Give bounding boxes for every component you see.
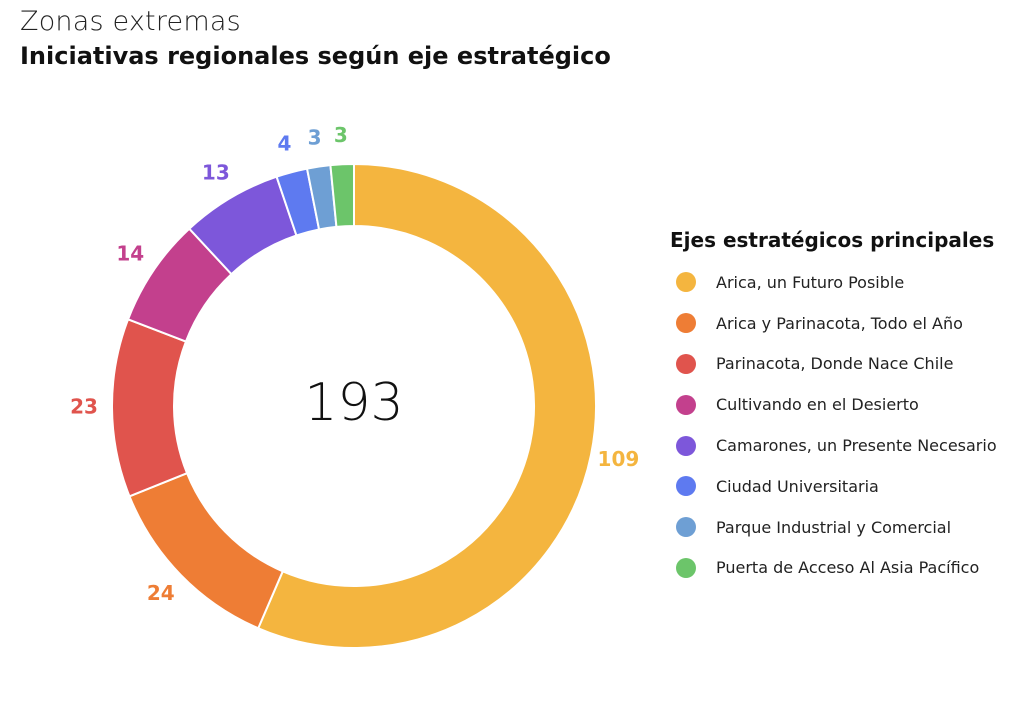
legend-item: Arica, un Futuro Posible [670, 262, 1015, 303]
slice-value-label: 3 [334, 123, 348, 147]
center-total-label: 193 [304, 373, 403, 433]
slice-value-label: 14 [116, 241, 144, 265]
legend-swatch [676, 435, 696, 456]
legend-label: Arica y Parinacota, Todo el Año [716, 313, 963, 333]
legend-item: Arica y Parinacota, Todo el Año [670, 303, 1015, 344]
legend-swatch [676, 476, 696, 497]
slice-value-label: 4 [278, 132, 292, 156]
legend-title: Ejes estratégicos principales [670, 228, 995, 252]
legend-item: Camarones, un Presente Necesario [670, 425, 1015, 466]
slice-value-label: 3 [308, 125, 322, 149]
legend-item: Cultivando en el Desierto [670, 384, 1015, 425]
slice-value-label: 24 [147, 581, 175, 605]
legend-label: Puerta de Acceso Al Asia Pacífico [716, 558, 980, 578]
legend: Ejes estratégicos principales Arica, un … [670, 228, 1015, 588]
donut-slice [256, 162, 597, 649]
legend-swatch [676, 517, 696, 538]
legend-item: Parinacota, Donde Nace Chile [670, 344, 1015, 385]
slice-value-label: 109 [598, 447, 640, 471]
legend-item: Ciudad Universitaria [670, 466, 1015, 507]
legend-swatch [676, 313, 696, 334]
chart-subtitle: Zonas extremas [20, 6, 241, 37]
legend-item: Puerta de Acceso Al Asia Pacífico [670, 548, 1015, 589]
donut-slice [329, 162, 355, 228]
chart-title: Iniciativas regionales según eje estraté… [20, 42, 611, 70]
legend-label: Cultivando en el Desierto [716, 395, 919, 415]
legend-label: Parque Industrial y Comercial [716, 517, 952, 537]
legend-label: Arica, un Futuro Posible [716, 272, 905, 292]
legend-swatch [676, 353, 696, 374]
slice-value-label: 13 [202, 161, 230, 185]
legend-label: Parinacota, Donde Nace Chile [716, 354, 954, 374]
legend-items: Arica, un Futuro Posible Arica y Parinaco… [670, 262, 1015, 588]
legend-swatch [676, 272, 696, 293]
legend-swatch [676, 394, 696, 415]
slice-value-label: 23 [70, 395, 98, 419]
legend-item: Parque Industrial y Comercial [670, 507, 1015, 548]
donut-slice [111, 318, 189, 498]
legend-swatch [676, 557, 696, 578]
slices-group [111, 162, 597, 649]
legend-label: Ciudad Universitaria [716, 476, 879, 496]
legend-label: Camarones, un Presente Necesario [716, 436, 997, 456]
